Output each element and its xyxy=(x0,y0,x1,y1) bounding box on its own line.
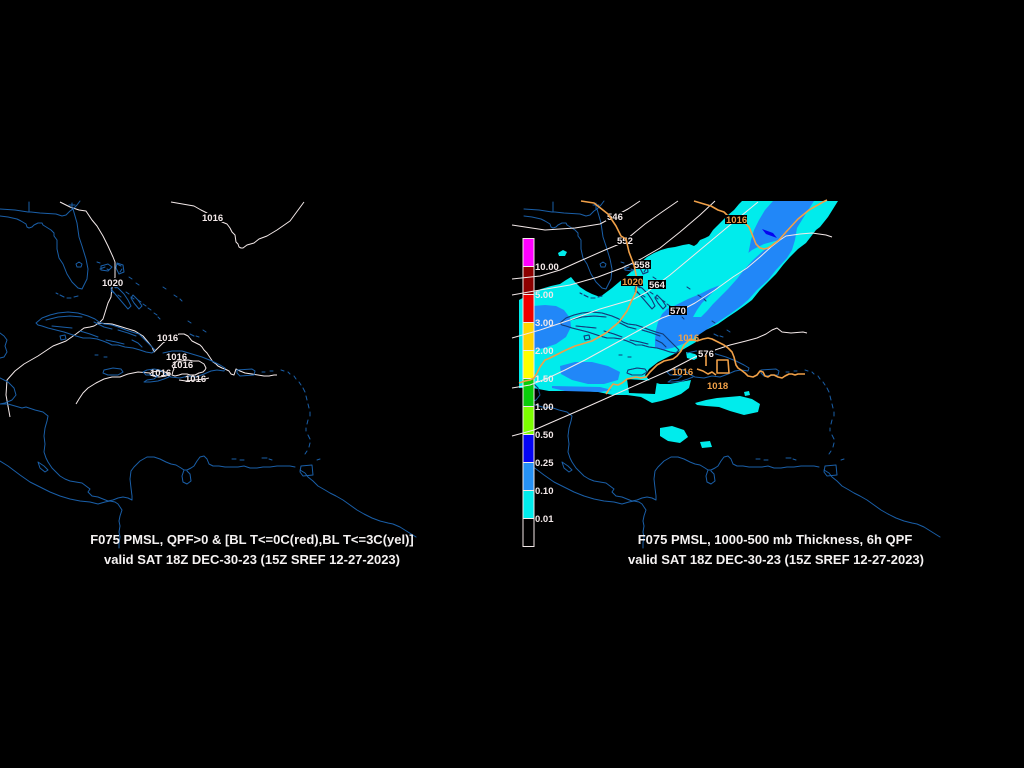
svg-text:1016: 1016 xyxy=(157,333,178,344)
svg-text:570: 570 xyxy=(670,306,686,317)
svg-text:1018: 1018 xyxy=(707,381,728,392)
svg-text:1016: 1016 xyxy=(166,352,187,363)
svg-text:1.00: 1.00 xyxy=(535,402,554,413)
svg-text:546: 546 xyxy=(607,212,623,223)
svg-text:valid SAT 18Z DEC-30-23 (15Z S: valid SAT 18Z DEC-30-23 (15Z SREF 12-27-… xyxy=(104,552,400,567)
svg-text:F075 PMSL, 1000-500 mb Thickne: F075 PMSL, 1000-500 mb Thickness, 6h QPF xyxy=(638,532,913,547)
svg-text:1016: 1016 xyxy=(185,374,206,385)
svg-text:558: 558 xyxy=(634,260,650,271)
svg-text:1016: 1016 xyxy=(678,333,699,344)
svg-text:0.50: 0.50 xyxy=(535,430,554,441)
svg-text:10.00: 10.00 xyxy=(535,262,559,273)
svg-text:2.00: 2.00 xyxy=(535,346,554,357)
svg-text:valid SAT 18Z DEC-30-23 (15Z S: valid SAT 18Z DEC-30-23 (15Z SREF 12-27-… xyxy=(628,552,924,567)
svg-text:1020: 1020 xyxy=(622,277,643,288)
svg-text:576: 576 xyxy=(698,349,714,360)
svg-text:5.00: 5.00 xyxy=(535,290,554,301)
svg-text:3.00: 3.00 xyxy=(535,318,554,329)
svg-text:0.10: 0.10 xyxy=(535,486,554,497)
svg-text:564: 564 xyxy=(649,280,666,291)
svg-text:1016: 1016 xyxy=(672,367,693,378)
svg-text:1016: 1016 xyxy=(726,215,747,226)
svg-text:552: 552 xyxy=(617,236,633,247)
svg-text:1016: 1016 xyxy=(150,368,171,379)
svg-text:0.01: 0.01 xyxy=(535,514,554,525)
svg-text:1016: 1016 xyxy=(202,213,223,224)
svg-text:F075 PMSL, QPF>0 & [BL T<=0C(r: F075 PMSL, QPF>0 & [BL T<=0C(red),BL T<=… xyxy=(90,532,414,547)
svg-text:0.25: 0.25 xyxy=(535,458,554,469)
svg-text:1020: 1020 xyxy=(102,278,123,289)
svg-text:1016: 1016 xyxy=(172,360,193,371)
